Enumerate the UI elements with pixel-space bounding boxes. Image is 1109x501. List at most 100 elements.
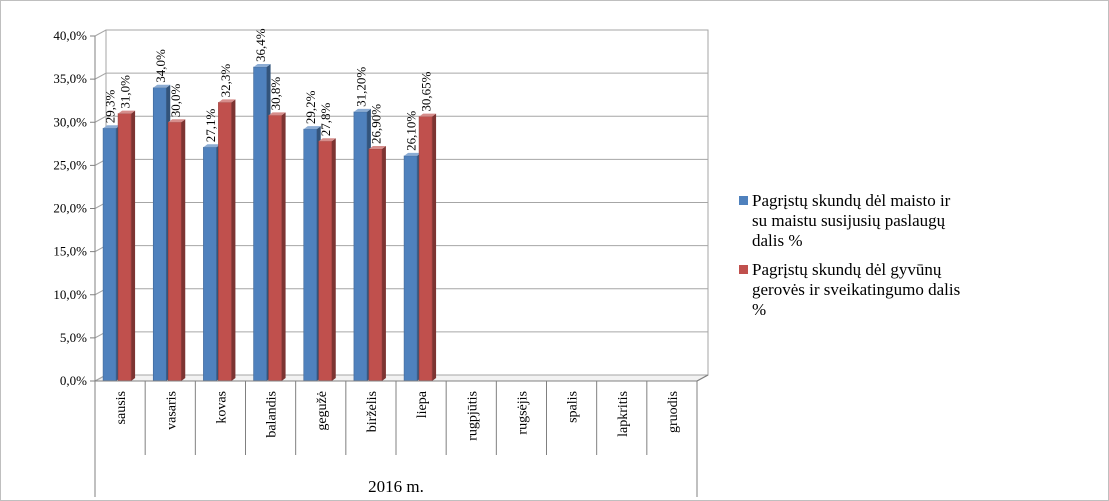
category-label: kovas	[214, 391, 229, 424]
data-label: 29,2%	[303, 90, 318, 124]
category-label: birželis	[365, 391, 380, 432]
y-axis-tick-label: 10,0%	[53, 287, 87, 302]
bar-top	[203, 144, 221, 148]
category-label: lapkritis	[616, 391, 631, 437]
bar-top	[103, 125, 121, 129]
bar-front	[152, 87, 167, 382]
bar	[368, 145, 386, 382]
bar-side	[131, 110, 136, 381]
category-label: rugpjūtis	[465, 391, 480, 441]
bars	[102, 64, 437, 382]
data-label: 32,3%	[218, 64, 233, 98]
group-label: 2016 m.	[368, 477, 424, 496]
y-axis-tick-label: 40,0%	[53, 28, 87, 43]
category-label: gegužė	[315, 391, 330, 431]
category-label: liepa	[415, 390, 430, 418]
x-axis-depth-edge	[696, 374, 709, 382]
data-label: 31,0%	[118, 75, 133, 109]
data-labels: 29,3% 34,0% 27,1% 36,4% 29,2% 31,20% 26,10% 31,…	[103, 28, 434, 151]
y-axis-tick-label: 30,0%	[53, 114, 87, 129]
bar	[253, 64, 271, 382]
bar-top	[419, 113, 437, 117]
bar-side	[432, 113, 437, 382]
bar	[268, 112, 286, 382]
data-label: 27,8%	[318, 102, 333, 136]
bar-front	[268, 115, 282, 382]
gridline	[94, 29, 708, 37]
data-label: 30,8%	[268, 77, 283, 111]
bar-front	[403, 155, 418, 382]
legend-label: Pagrįstų skundų dėl maisto ir	[752, 191, 951, 210]
data-label: 36,4%	[253, 28, 268, 62]
bar-top	[118, 110, 136, 114]
bar-side	[181, 119, 186, 381]
bar	[152, 84, 171, 382]
data-label: 27,1%	[203, 109, 218, 143]
bar-front	[102, 127, 117, 382]
bar-front	[368, 148, 383, 382]
legend-label: su maistu susijusių paslaugų	[752, 211, 946, 230]
bar	[218, 99, 236, 382]
y-axis-tick-label: 15,0%	[53, 244, 87, 259]
bar-front	[418, 116, 433, 382]
data-label: 30,65%	[419, 71, 434, 111]
bar-top	[253, 64, 271, 68]
bar-top	[318, 138, 336, 142]
bar-front	[117, 113, 132, 382]
bar-front	[318, 140, 333, 382]
bar	[303, 126, 321, 382]
category-label: vasaris	[164, 391, 179, 430]
chart-floor	[94, 374, 709, 382]
bar-front	[167, 121, 182, 382]
data-label: 30,0%	[168, 84, 183, 118]
bar-side	[331, 138, 336, 381]
y-axis-tick-label: 5,0%	[60, 330, 87, 345]
data-label: 31,20%	[353, 67, 368, 107]
legend-label: %	[752, 300, 766, 319]
bar-top	[168, 119, 186, 123]
bar-top	[404, 152, 422, 156]
bar	[353, 108, 371, 382]
gridline	[94, 72, 708, 80]
bar-top	[368, 145, 386, 149]
bar-side	[231, 99, 236, 381]
axes: 0,0% 5,0% 10,0% 15,0% 20,0% 25,0% 30,0% 35,0% 40…	[53, 28, 96, 388]
bar-top	[268, 112, 286, 116]
y-axis-tick-label: 35,0%	[53, 71, 87, 86]
data-label: 34,0%	[153, 49, 168, 83]
bar	[117, 110, 136, 382]
legend-label: dalis %	[752, 231, 803, 250]
bar-side	[281, 112, 286, 381]
data-label: 29,3%	[103, 90, 118, 124]
y-axis-tick-label: 0,0%	[60, 373, 87, 388]
bar-top	[303, 126, 321, 130]
bar-front	[253, 66, 267, 382]
legend-swatch	[739, 265, 748, 274]
category-label: rugsėjis	[515, 391, 530, 435]
bar-front	[353, 111, 368, 382]
bar	[167, 119, 186, 382]
chart-walls	[94, 29, 709, 382]
y-axis-tick-label: 20,0%	[53, 201, 87, 216]
bar	[318, 138, 336, 382]
bar-side	[381, 145, 386, 381]
y-axis-tick-label: 25,0%	[53, 157, 87, 172]
data-label: 26,10%	[404, 111, 419, 151]
bar-front	[203, 146, 217, 382]
gridline	[94, 115, 708, 123]
legend-swatch	[739, 196, 748, 205]
bar-top	[218, 99, 236, 103]
bar	[203, 144, 221, 382]
bar	[403, 152, 422, 382]
category-label: sausis	[114, 391, 129, 424]
category-axis: sausis vasaris kovas balandis gegužė birželis…	[94, 374, 709, 497]
bar-front	[303, 128, 318, 382]
data-label: 26,90%	[368, 104, 383, 144]
category-label: balandis	[265, 391, 280, 438]
bar	[418, 113, 437, 382]
legend-label: gerovės ir sveikatingumo dalis	[752, 280, 960, 299]
